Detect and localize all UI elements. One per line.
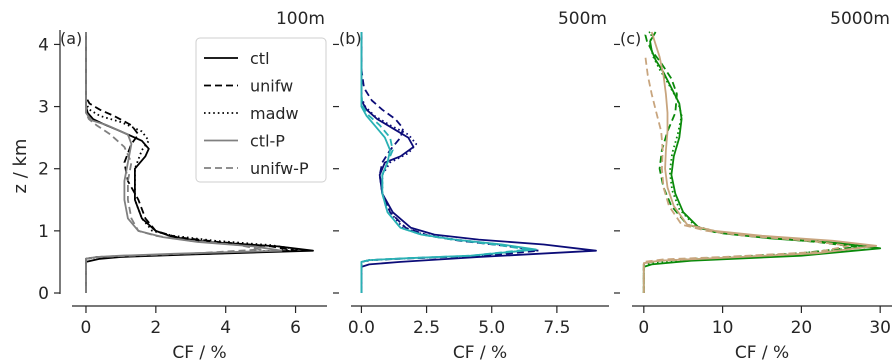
legend-label: unifw-P [250, 159, 309, 178]
x-tick-label: 0.0 [348, 318, 375, 338]
panel-b: 0.0 2.5 5.0 7.5 CF / % (b) 500m [333, 9, 609, 363]
series-line-ctl [642, 31, 882, 293]
x-axis-label: CF / % [453, 343, 507, 363]
x-tick-label: 0 [81, 318, 92, 338]
legend-label: unifw [250, 77, 293, 96]
series-line-unifw-P [85, 32, 262, 293]
panel-label: (b) [339, 29, 362, 48]
panel-c: 0 10 20 30 CF / % (c) 5000m [614, 9, 892, 363]
legend-label: madw [250, 104, 299, 123]
x-tick-label: 20 [791, 318, 813, 338]
x-tick-label: 10 [712, 318, 734, 338]
y-tick-label: 2 [38, 160, 49, 180]
legend: ctl unifw madw ctl-P unifw-P [195, 37, 327, 183]
series-line-ctl [360, 32, 597, 293]
legend-frame [195, 37, 327, 183]
x-tick-label: 5.0 [478, 318, 505, 338]
series-line-madw [85, 32, 301, 293]
panel-label: (a) [60, 29, 82, 48]
x-axis-label: CF / % [735, 343, 789, 363]
y-tick-label: 0 [38, 284, 49, 304]
x-tick-label: 2 [150, 318, 161, 338]
x-tick-label: 4 [220, 318, 231, 338]
series-line-madw [642, 31, 870, 293]
series-line-ctl-P [642, 31, 878, 293]
y-tick-label: 3 [38, 98, 49, 118]
x-tick-label: 0 [638, 318, 649, 338]
y-tick-label: 4 [38, 35, 49, 55]
series-line-ctl-P [85, 32, 283, 293]
y-tick-label: 1 [38, 222, 49, 242]
x-axis-label: CF / % [172, 343, 226, 363]
resolution-label: 5000m [830, 9, 890, 29]
series-line-madw [360, 32, 535, 293]
x-tick-label: 6 [290, 318, 301, 338]
x-tick-label: 7.5 [543, 318, 570, 338]
legend-label: ctl-P [250, 132, 285, 151]
y-axis-label: z / km [10, 139, 31, 194]
resolution-label: 100m [276, 9, 325, 29]
panel-label: (c) [620, 29, 641, 48]
series-line-unifw-P [360, 32, 530, 293]
series-line-unifw-P [642, 56, 850, 293]
x-tick-label: 30 [869, 318, 891, 338]
x-tick-label: 2.5 [413, 318, 440, 338]
resolution-label: 500m [558, 9, 607, 29]
legend-label: ctl [250, 49, 270, 68]
panel-a: 0 2 4 6 CF / % 0 1 2 3 4 (a) 100m [38, 9, 327, 363]
